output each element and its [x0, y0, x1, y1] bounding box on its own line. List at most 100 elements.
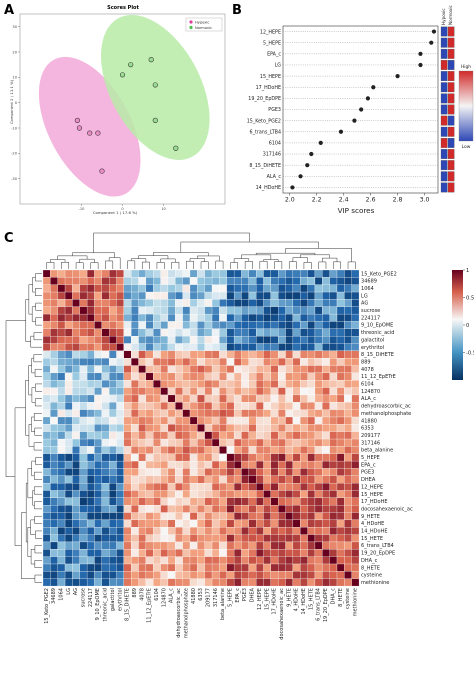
- heatmap-cell: [270, 460, 279, 469]
- heatmap-cell: [292, 358, 301, 366]
- heatmap-cell: [226, 269, 235, 278]
- heatmap-cell: [300, 336, 308, 344]
- heatmap-cell: [57, 534, 66, 543]
- heatmap-cell: [57, 460, 66, 469]
- heatmap-cell: [204, 475, 213, 484]
- heatmap-cell: [57, 505, 66, 513]
- vip-strip-cell: [440, 26, 448, 37]
- heatmap-cell: [285, 578, 294, 587]
- heatmap-cell: [57, 277, 66, 285]
- heatmap-cell: [86, 483, 95, 491]
- heatmap-cell: [211, 497, 220, 506]
- heatmap-cell: [248, 358, 257, 366]
- scores-x-tick-label: 0: [121, 207, 124, 211]
- scores-y-tick-label: -30: [11, 177, 18, 181]
- heatmap-cell: [175, 365, 183, 374]
- dendrogram-branch: [33, 354, 42, 363]
- heatmap-cell: [94, 468, 102, 476]
- heatmap-cell: [123, 306, 132, 315]
- heatmap-column-label: 224117: [88, 588, 94, 607]
- heatmap-cell: [94, 475, 102, 484]
- heatmap-cell: [256, 372, 264, 381]
- heatmap-cell: [285, 483, 294, 491]
- heatmap-cell: [307, 431, 316, 440]
- heatmap-cell: [145, 563, 154, 572]
- heatmap-cell: [226, 468, 235, 476]
- dendrogram-branch: [31, 306, 36, 322]
- heatmap-cell: [329, 350, 338, 359]
- heatmap-cell: [79, 497, 88, 506]
- heatmap-cell: [285, 291, 294, 300]
- heatmap-cell: [351, 571, 360, 579]
- heatmap-cell: [116, 350, 124, 359]
- heatmap-cell: [322, 343, 330, 351]
- heatmap-cell: [160, 365, 169, 374]
- heatmap-cell: [72, 350, 80, 359]
- heatmap-cell: [336, 350, 345, 359]
- heatmap-cell: [64, 497, 73, 506]
- heatmap-cell: [167, 409, 176, 418]
- heatmap-cell: [329, 534, 338, 543]
- heatmap-cell: [116, 446, 124, 454]
- heatmap-column-label: 15_HEPE: [264, 588, 270, 610]
- heatmap-cell: [248, 328, 257, 337]
- heatmap-cell: [160, 505, 169, 513]
- heatmap-cell: [101, 490, 110, 498]
- heatmap-cell: [64, 453, 73, 462]
- heatmap-cell: [241, 534, 249, 543]
- heatmap-cell: [64, 328, 73, 337]
- heatmap-cell: [322, 505, 330, 513]
- heatmap-cell: [329, 519, 338, 528]
- heatmap-cell: [175, 372, 183, 381]
- heatmap-cell: [123, 438, 132, 447]
- heatmap-cell: [79, 328, 88, 337]
- heatmap-cell: [189, 460, 198, 469]
- heatmap-cell: [241, 350, 249, 359]
- dendrogram-branch: [61, 262, 69, 269]
- heatmap-cell: [145, 438, 154, 447]
- heatmap-cell: [270, 468, 279, 476]
- heatmap-cell: [241, 527, 249, 535]
- heatmap-cell: [241, 269, 249, 278]
- heatmap-cell: [292, 321, 301, 329]
- heatmap-cell: [189, 321, 198, 329]
- heatmap-cell: [314, 512, 323, 521]
- heatmap-cell: [226, 372, 235, 381]
- heatmap-cell: [64, 468, 73, 476]
- heatmap-cell: [116, 394, 124, 403]
- heatmap-cell: [86, 416, 95, 425]
- heatmap-cell: [167, 387, 176, 396]
- heatmap-cell: [138, 424, 147, 432]
- heatmap-cell: [248, 306, 257, 315]
- heatmap-cell: [322, 313, 330, 322]
- heatmap-cell: [351, 350, 360, 359]
- heatmap-cell: [248, 475, 257, 484]
- heatmap-cell: [344, 468, 352, 476]
- heatmap-cell: [86, 438, 95, 447]
- heatmap-cell: [241, 571, 249, 579]
- heatmap-column-label: 17_HDoHE: [272, 588, 278, 614]
- heatmap-cell: [123, 571, 132, 579]
- heatmap-cell: [167, 556, 176, 565]
- heatmap-cell: [219, 527, 227, 535]
- heatmap-cell: [344, 365, 352, 374]
- heatmap-cell: [211, 556, 220, 565]
- heatmap-cell: [72, 460, 80, 469]
- heatmap-cell: [322, 350, 330, 359]
- heatmap-cell: [153, 571, 161, 579]
- dendrogram-branch: [141, 261, 150, 269]
- heatmap-cell: [351, 394, 360, 403]
- heatmap-row-label: cysteine: [361, 573, 382, 579]
- heatmap-cell: [131, 453, 139, 462]
- heatmap-cell: [278, 365, 286, 374]
- heatmap-column-label: 6104: [154, 588, 160, 601]
- heatmap-cell: [57, 453, 66, 462]
- heatmap-cell: [131, 563, 139, 572]
- scores-y-tick-label: 30: [12, 25, 17, 29]
- heatmap-cell: [292, 284, 301, 293]
- heatmap-cell: [175, 571, 183, 579]
- heatmap-cell: [182, 505, 191, 513]
- heatmap-cell: [256, 541, 264, 550]
- heatmap-cell: [42, 424, 51, 432]
- vip-strip-cell: [447, 37, 455, 48]
